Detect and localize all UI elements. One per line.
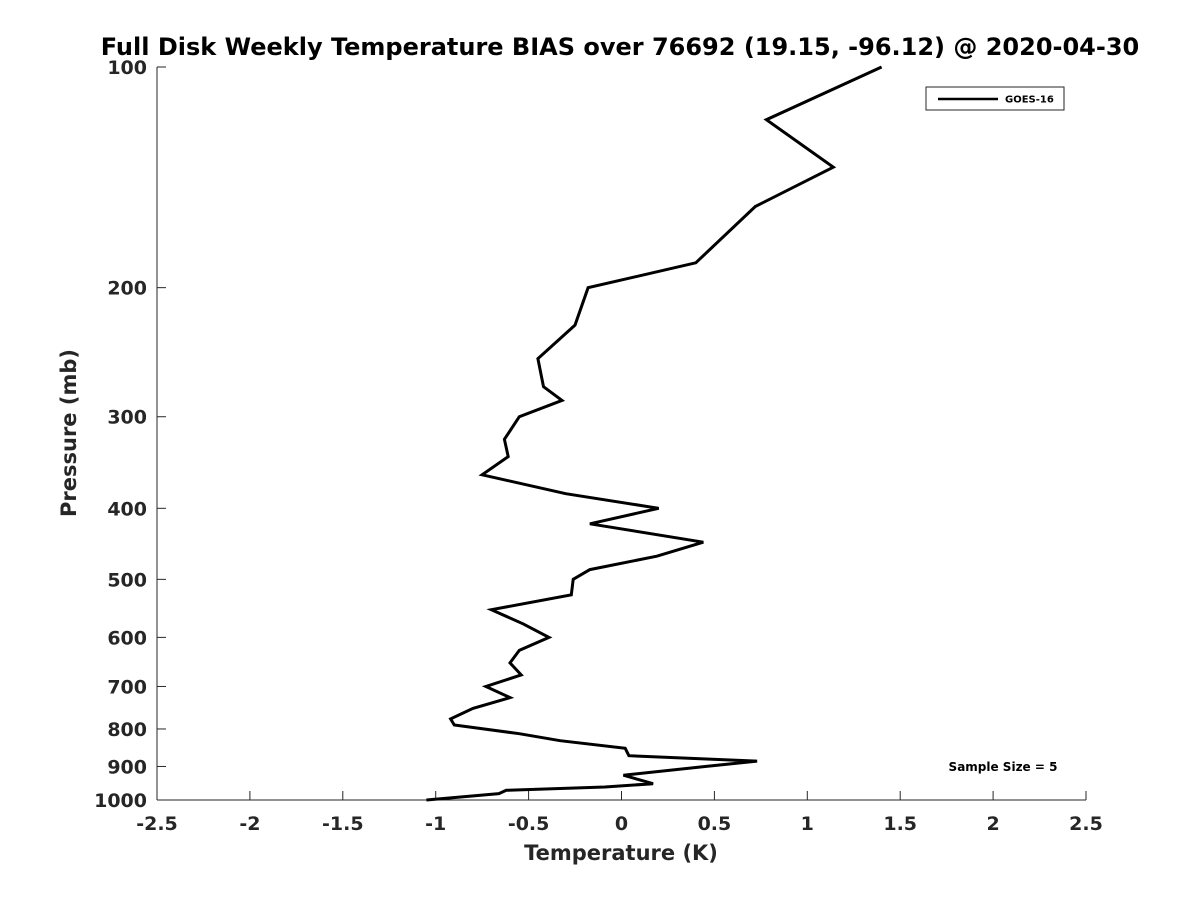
- y-axis-label: Pressure (mb): [57, 349, 81, 517]
- x-tick-label: -0.5: [508, 813, 550, 835]
- x-tick-label: 2.5: [1069, 813, 1103, 835]
- y-tick-label: 400: [107, 498, 147, 520]
- chart-title: Full Disk Weekly Temperature BIAS over 7…: [101, 33, 1140, 61]
- sample-size-annotation: Sample Size = 5: [949, 760, 1058, 774]
- series-line-goes-16: [426, 65, 883, 802]
- legend-label: GOES-16: [1005, 95, 1054, 106]
- x-tick-label: -2: [239, 813, 260, 835]
- x-tick-label: -2.5: [136, 813, 178, 835]
- x-tick-label: 1.5: [883, 813, 917, 835]
- y-axis-ticks: 100 200 300 400 500 600 700 800 900 1000: [94, 57, 166, 812]
- y-tick-label: 300: [107, 407, 147, 429]
- x-axis-ticks: -2.5 -2 -1.5 -1 -0.5 0 0.5 1 1.5 2 2.5: [136, 791, 1103, 835]
- x-tick-label: 2: [986, 813, 999, 835]
- x-tick-label: 0: [615, 813, 628, 835]
- x-tick-label: -1: [425, 813, 446, 835]
- y-tick-label: 900: [107, 756, 147, 778]
- x-tick-label: 1: [801, 813, 814, 835]
- y-tick-label: 600: [107, 627, 147, 649]
- series-layer: [426, 65, 883, 802]
- y-tick-label: 800: [107, 719, 147, 741]
- x-axis-label: Temperature (K): [524, 841, 718, 865]
- y-tick-label: 1000: [94, 790, 147, 812]
- plot-area: [157, 67, 1086, 800]
- legend: GOES-16: [925, 86, 1065, 111]
- x-tick-label: -1.5: [322, 813, 364, 835]
- y-tick-label: 200: [107, 278, 147, 300]
- x-tick-label: 0.5: [698, 813, 732, 835]
- y-tick-label: 700: [107, 676, 147, 698]
- y-tick-label: 100: [107, 57, 147, 79]
- y-tick-label: 500: [107, 569, 147, 591]
